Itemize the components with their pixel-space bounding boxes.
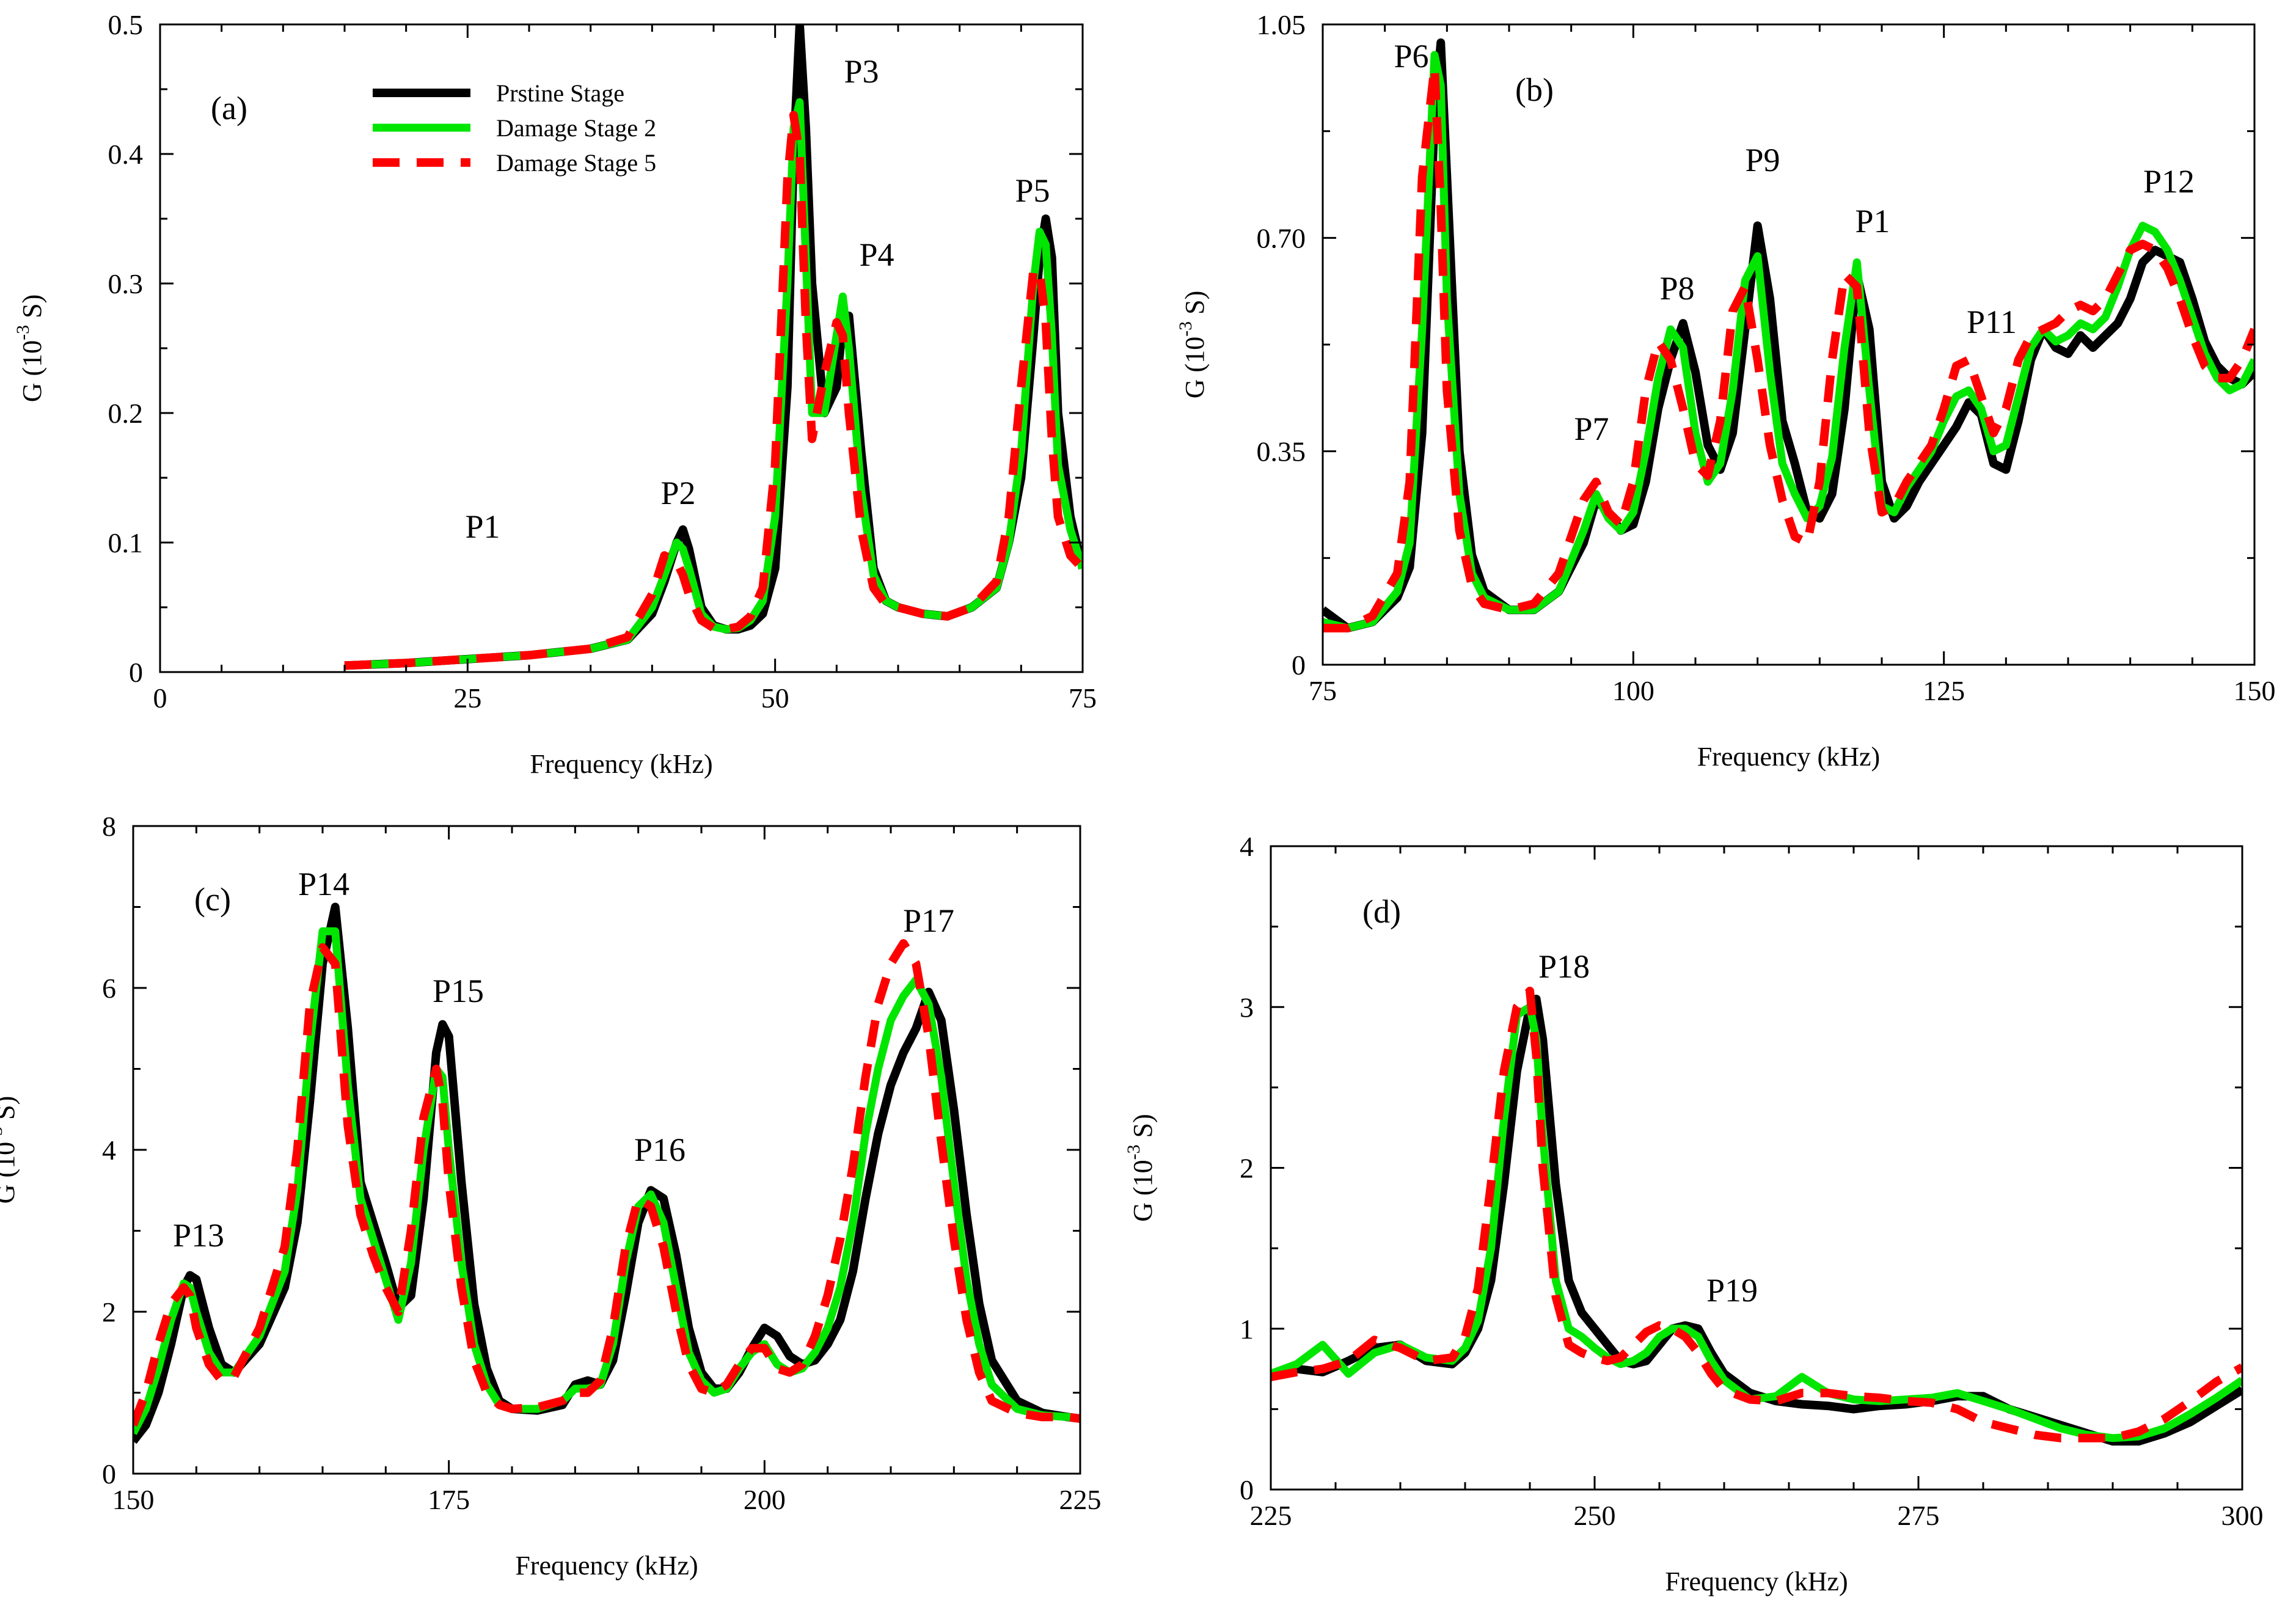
y-axis-title: G (10-3 S) xyxy=(1124,1114,1158,1222)
chart-panel-3: 150 175 200 225 0 2 4 6 8 Frequency (kHz) G (10-3 … xyxy=(0,811,1102,1581)
panel-tag: (d) xyxy=(1362,893,1401,930)
series-line-stage5 xyxy=(344,111,1083,670)
x-tick-label: 250 xyxy=(1574,1500,1616,1531)
peak-label-p19: P19 xyxy=(1706,1272,1758,1309)
peak-label-p13: P13 xyxy=(173,1217,224,1254)
y-tick-label: 2 xyxy=(102,1296,116,1328)
y-tick-label: 0.4 xyxy=(108,139,144,170)
series-line-stage2 xyxy=(1271,1003,2242,1442)
plot-frame xyxy=(1322,23,2256,666)
series-line-stage5 xyxy=(133,939,1080,1427)
chart-panel-2: 75 100 125 150 0 0.35 0.70 1.05 Frequency (kHz) G… xyxy=(1175,9,2276,772)
y-tick-label: 0.70 xyxy=(1257,222,1306,254)
peak-label-p8: P8 xyxy=(1659,270,1694,307)
chart-panel-1: 0 25 50 75 0 0.1 0.2 0.3 0.4 0.5 Frequency (kHz) G … xyxy=(13,9,1097,779)
x-tick-label: 150 xyxy=(112,1484,155,1515)
chart-panel-4: 225 250 275 300 0 1 2 3 4 Frequency (kHz) G (10-3 … xyxy=(1124,831,2264,1596)
peak-label-p14: P14 xyxy=(298,866,349,902)
y-tick-label: 0.1 xyxy=(108,527,144,558)
series-group xyxy=(1323,38,2254,633)
y-tick-label: 0 xyxy=(1292,649,1306,681)
series-line-stage5 xyxy=(1323,62,2254,633)
peak-label-p1: P1 xyxy=(1855,203,1890,239)
peak-label-p6: P6 xyxy=(1394,38,1428,75)
legend-label-pristine: Prstine Stage xyxy=(496,79,624,107)
peak-label-p4: P4 xyxy=(859,236,894,273)
legend-label-stage5: Damage Stage 5 xyxy=(496,149,656,177)
peak-label-p15: P15 xyxy=(433,973,484,1009)
y-tick-label: 3 xyxy=(1240,992,1254,1023)
x-axis-title: Frequency (kHz) xyxy=(515,1551,698,1581)
x-tick-label: 225 xyxy=(1059,1484,1102,1515)
x-tick-label: 100 xyxy=(1612,675,1654,706)
panel-tag: (a) xyxy=(211,90,247,126)
peak-label-p9: P9 xyxy=(1745,142,1780,178)
peak-label-p7: P7 xyxy=(1574,411,1609,447)
series-group xyxy=(133,902,1080,1444)
series-line-stage5 xyxy=(1271,986,2242,1442)
x-tick-label: 75 xyxy=(1309,675,1337,706)
legend: Prstine Stage Damage Stage 2 Damage Stage … xyxy=(373,79,656,177)
x-tick-label: 150 xyxy=(2234,675,2276,706)
y-tick-label: 8 xyxy=(102,811,116,842)
y-tick-label: 0.2 xyxy=(108,398,144,429)
x-axis-title: Frequency (kHz) xyxy=(1665,1567,1848,1596)
y-axis-title: G (10-3 S) xyxy=(1175,291,1210,399)
x-tick-label: 300 xyxy=(2221,1500,2264,1531)
series-group xyxy=(344,24,1083,670)
x-axis-title: Frequency (kHz) xyxy=(1697,742,1880,772)
y-tick-label: 4 xyxy=(1240,831,1254,862)
panel-tag: (c) xyxy=(194,881,231,918)
panel-tag: (b) xyxy=(1515,71,1554,108)
y-tick-label: 1.05 xyxy=(1257,9,1306,40)
peak-label-p1: P1 xyxy=(465,508,500,545)
y-tick-label: 4 xyxy=(102,1135,116,1166)
x-tick-label: 125 xyxy=(1923,675,1965,706)
y-tick-label: 0 xyxy=(1240,1474,1254,1505)
series-line-pristine xyxy=(1271,995,2242,1446)
x-tick-label: 75 xyxy=(1069,682,1097,714)
y-tick-label: 1 xyxy=(1240,1314,1254,1345)
x-tick-label: 200 xyxy=(744,1484,786,1515)
y-tick-label: 0.3 xyxy=(108,268,144,299)
peak-label-p12: P12 xyxy=(2143,163,2195,200)
y-tick-label: 2 xyxy=(1240,1153,1254,1184)
y-tick-label: 0 xyxy=(102,1458,116,1490)
peak-label-p16: P16 xyxy=(634,1132,686,1168)
peak-label-p18: P18 xyxy=(1538,948,1590,985)
series-group xyxy=(1271,986,2242,1446)
x-tick-label: 25 xyxy=(453,682,481,714)
peak-label-p2: P2 xyxy=(660,475,695,511)
series-line-pristine xyxy=(1323,38,2254,633)
series-line-stage2 xyxy=(344,98,1083,670)
y-tick-label: 0 xyxy=(129,657,143,688)
x-tick-label: 50 xyxy=(761,682,789,714)
y-axis-title: G (10-3 S) xyxy=(13,294,47,403)
x-tick-label: 175 xyxy=(428,1484,470,1515)
legend-label-stage2: Damage Stage 2 xyxy=(496,114,656,142)
peak-label-p17: P17 xyxy=(903,902,954,939)
x-tick-label: 275 xyxy=(1898,1500,1940,1531)
x-tick-label: 225 xyxy=(1250,1500,1292,1531)
series-line-stage2 xyxy=(1323,51,2254,632)
x-axis-title: Frequency (kHz) xyxy=(530,749,712,779)
y-tick-label: 6 xyxy=(102,973,116,1004)
peak-label-p5: P5 xyxy=(1015,172,1050,209)
peak-label-p3: P3 xyxy=(844,53,879,90)
series-line-pristine xyxy=(344,24,1083,670)
y-tick-label: 0.35 xyxy=(1257,436,1306,467)
peak-label-p11: P11 xyxy=(1967,304,2017,340)
y-axis-title: G (10-3 S) xyxy=(0,1096,20,1204)
x-tick-label: 0 xyxy=(153,682,167,714)
y-tick-label: 0.5 xyxy=(108,9,144,40)
